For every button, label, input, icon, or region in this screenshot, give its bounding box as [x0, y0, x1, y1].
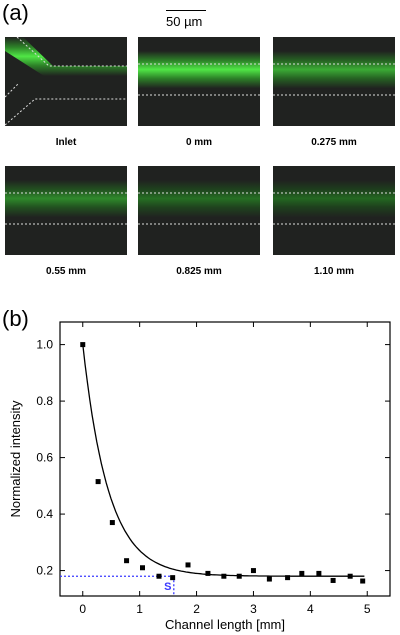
data-point: [250, 568, 256, 574]
micrograph-tile: [273, 166, 395, 255]
micrograph-tile: [138, 166, 260, 255]
tile-caption: 1.10 mm: [313, 266, 355, 277]
data-point: [347, 573, 353, 579]
scale-bar: [166, 10, 206, 11]
plot-frame: [59, 321, 391, 597]
panel-b-label: (b): [2, 306, 29, 331]
scale-bar-label: 50 µm: [166, 14, 203, 29]
data-point: [205, 570, 211, 576]
x-tick-label: 4: [307, 602, 314, 616]
tile-caption: 0 mm: [185, 137, 213, 148]
data-point: [95, 479, 101, 485]
marker-label: S: [164, 581, 171, 593]
x-tick-label: 3: [250, 602, 257, 616]
micrograph-tile: [273, 37, 395, 126]
y-tick-label: 0.6: [36, 451, 53, 465]
tile-caption: 0.275 mm: [311, 137, 357, 148]
micrograph-tile: [138, 37, 260, 126]
x-tick-label: 0: [79, 602, 86, 616]
data-point: [299, 570, 305, 576]
data-point: [316, 570, 322, 576]
data-point: [140, 565, 145, 571]
tile-caption: Inlet: [55, 137, 77, 148]
y-tick-label: 0.4: [36, 507, 53, 521]
data-point: [360, 578, 366, 584]
data-point: [285, 575, 291, 581]
data-point: [170, 575, 176, 581]
fit-curve: [82, 344, 365, 577]
micrograph-tile: [5, 37, 127, 126]
y-tick-label: 0.2: [36, 564, 53, 578]
data-point: [156, 573, 162, 579]
y-axis-label: Normalized intensity: [8, 400, 23, 518]
data-point: [124, 558, 130, 564]
data-point: [266, 576, 272, 582]
x-tick-label: 2: [193, 602, 200, 616]
data-point: [185, 562, 191, 568]
tile-caption: 0.825 mm: [176, 266, 222, 277]
data-point: [109, 520, 115, 526]
x-tick-label: 5: [364, 602, 371, 616]
x-axis-label: Channel length [mm]: [165, 617, 285, 632]
panel-a-label: (a): [2, 0, 29, 25]
y-tick-label: 0.8: [36, 394, 53, 408]
data-point: [221, 573, 227, 579]
micrograph-tile: [5, 166, 127, 255]
y-tick-label: 1.0: [36, 338, 53, 352]
data-point: [236, 573, 242, 579]
data-point: [80, 342, 86, 348]
data-point: [330, 577, 336, 583]
tile-caption: 0.55 mm: [45, 266, 87, 277]
x-tick-label: 1: [136, 602, 143, 616]
